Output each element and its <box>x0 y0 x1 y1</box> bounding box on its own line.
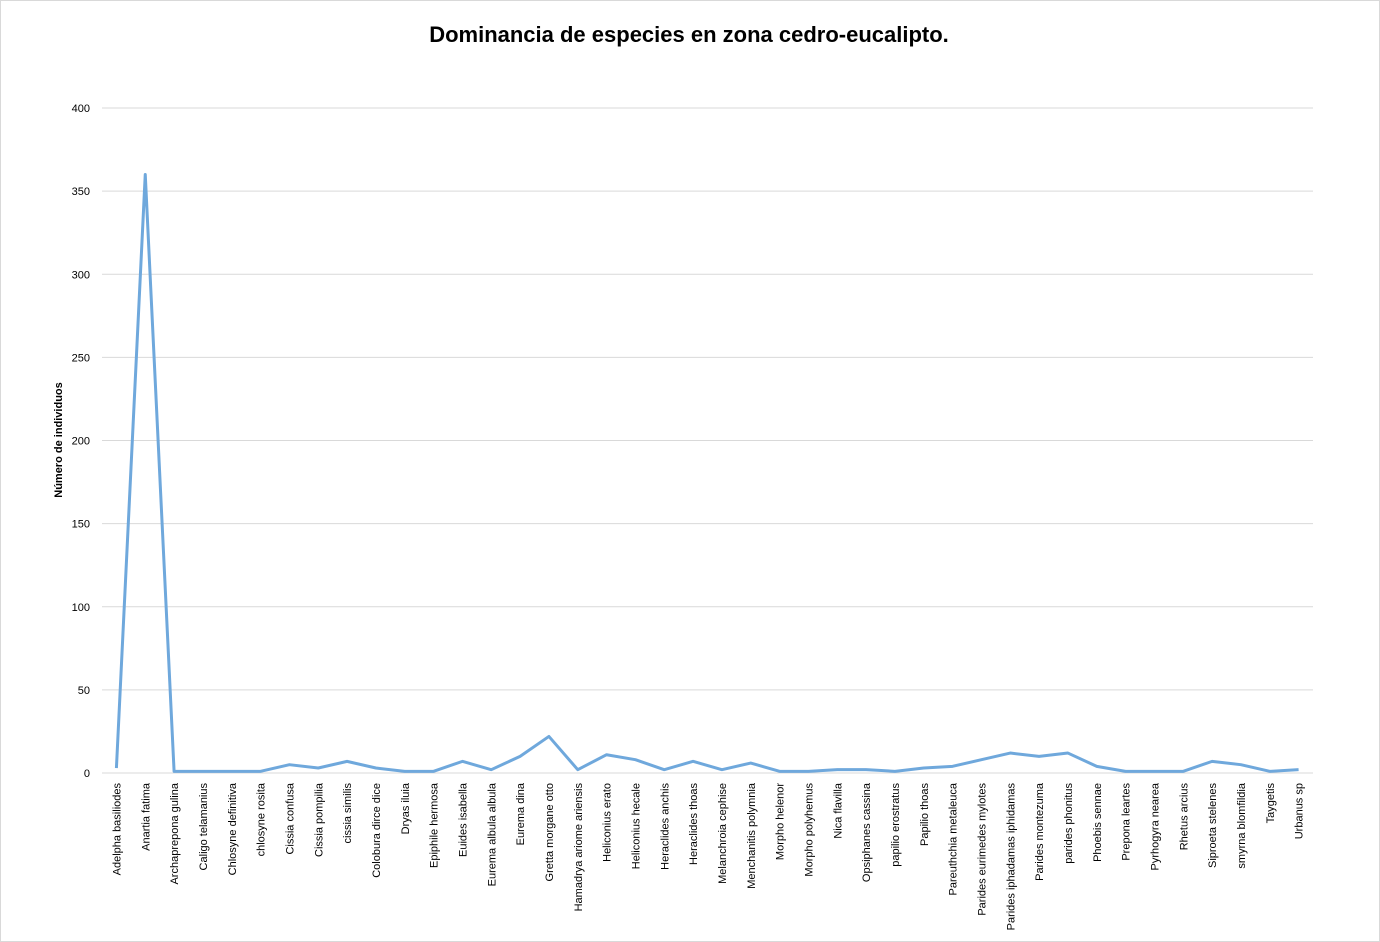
chart-title: Dominancia de especies en zona cedro-euc… <box>429 22 949 47</box>
y-tick-label: 150 <box>72 519 90 531</box>
x-tick-label: Dryas iluia <box>400 782 412 834</box>
x-tick-label: Heliconius hecale <box>630 783 642 869</box>
x-tick-label: Rhetus arcius <box>1178 783 1190 851</box>
x-tick-label: Nica flavilla <box>832 782 844 839</box>
x-tick-label: cissia similis <box>342 783 354 844</box>
x-tick-label: Phoebis sennae <box>1092 783 1104 862</box>
y-tick-label: 350 <box>72 186 90 198</box>
x-tick-label: Hamadrya ariome ariensis <box>573 783 585 912</box>
x-tick-label: Morpho helenor <box>775 783 787 860</box>
x-tick-label: Caligo telamanius <box>198 783 210 871</box>
x-tick-label: Heliconius erato <box>602 783 614 862</box>
x-tick-label: Heraclides thoas <box>688 783 700 865</box>
x-tick-label: papilio erostratus <box>890 783 902 867</box>
x-tick-label: Cissia confusa <box>284 782 296 854</box>
x-tick-label: Melanchroia cephise <box>717 783 729 884</box>
x-tick-label: Morpho polyhemus <box>803 783 815 877</box>
y-axis-label: Número de individuos <box>53 382 65 498</box>
x-tick-label: Siproeta stelenes <box>1207 783 1219 868</box>
x-tick-label: Anartia fatima <box>140 782 152 851</box>
x-tick-label: Menchanitis polymnia <box>746 782 758 889</box>
x-tick-label: Urbanus sp <box>1294 783 1306 839</box>
x-tick-label: Pareuthchia metaleuca <box>948 782 960 895</box>
x-tick-label: parides phonitus <box>1063 783 1075 864</box>
x-tick-label: Colobura dirce dice <box>371 783 383 878</box>
x-tick-label: Cissia pompilia <box>313 782 325 857</box>
x-tick-label: Taygetis <box>1265 783 1277 824</box>
x-tick-label: Chlosyne definitiva <box>227 782 239 875</box>
y-tick-label: 250 <box>72 352 90 364</box>
x-tick-label: Archaprepona gulina <box>169 782 181 884</box>
x-tick-label: smyrna blomfildia <box>1236 782 1248 868</box>
x-tick-label: Epiphile hermosa <box>429 782 441 868</box>
y-tick-label: 400 <box>72 103 90 115</box>
x-tick-label: Adelpha basiliodes <box>111 783 123 876</box>
x-tick-label: Parides eurimedes mylotes <box>976 783 988 916</box>
y-tick-label: 50 <box>78 685 90 697</box>
x-tick-label: Heraclides anchis <box>659 783 671 870</box>
x-tick-label: Gretta morgane otto <box>544 783 556 881</box>
x-tick-label: Parides montezuma <box>1034 782 1046 881</box>
y-tick-label: 200 <box>72 436 90 448</box>
series-line <box>114 173 1299 773</box>
x-tick-label: Eurema albula albula <box>486 782 498 886</box>
x-tick-label: Pyrhogyra nearea <box>1149 782 1161 870</box>
y-tick-label: 100 <box>72 602 90 614</box>
x-tick-label: Papilio thoas <box>919 783 931 846</box>
x-tick-label: Eurema dina <box>515 782 527 845</box>
y-tick-label: 0 <box>84 768 90 780</box>
y-tick-label: 300 <box>72 269 90 281</box>
x-tick-label: Parides iphadamas iphidamas <box>1005 783 1017 931</box>
x-tick-label: chlosyne rosita <box>256 782 268 856</box>
x-tick-label: Prepona leartes <box>1121 783 1133 861</box>
x-tick-label: Opsiphanes cassina <box>861 782 873 882</box>
x-tick-label: Euides isabella <box>457 782 469 857</box>
